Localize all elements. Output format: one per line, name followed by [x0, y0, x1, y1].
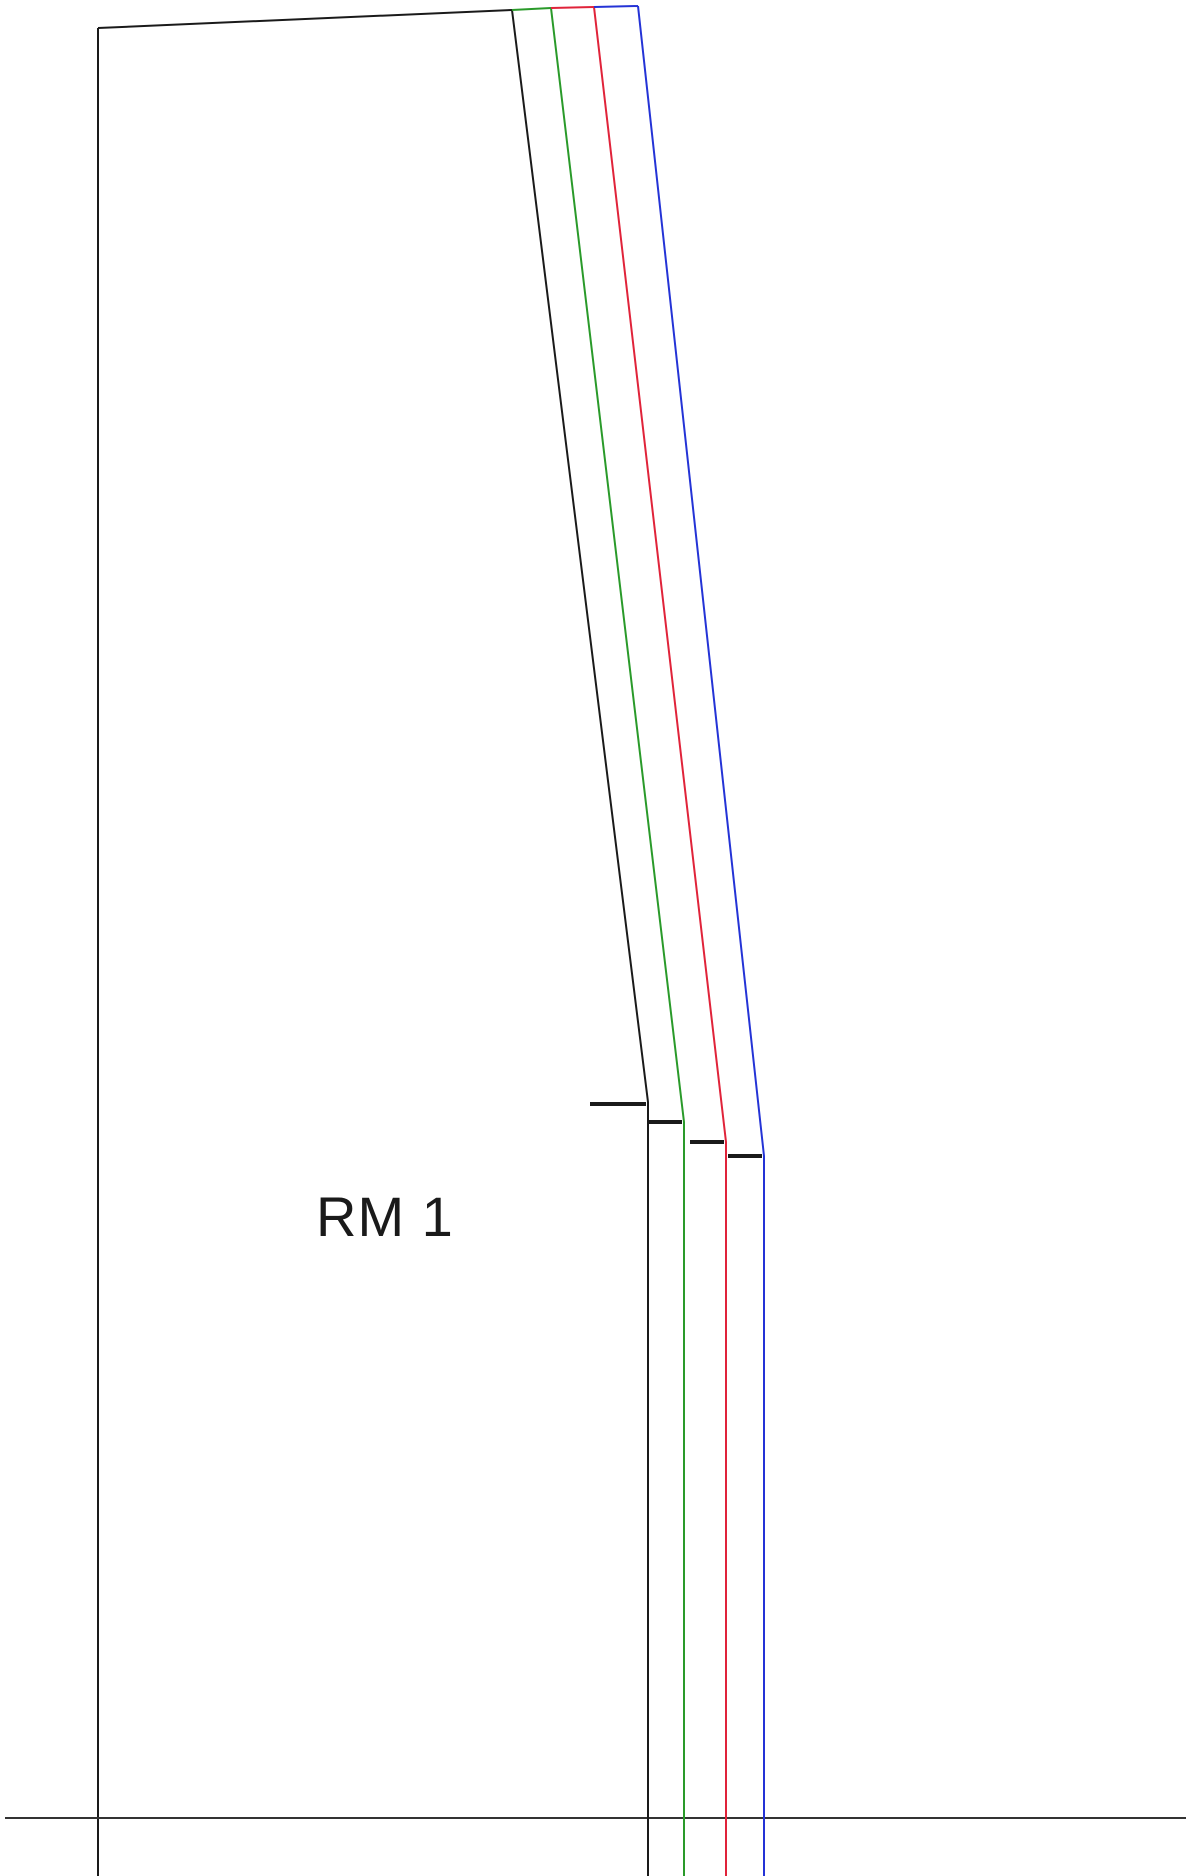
notch-marks — [590, 1102, 762, 1158]
top-grade-connectors — [511, 5, 639, 11]
graded-side-seams — [511, 5, 765, 1876]
side-seam-size-2 — [550, 7, 685, 1876]
pattern-top-edge — [97, 9, 513, 29]
top-connector-size-2 — [511, 7, 552, 11]
top-connector-size-3 — [550, 6, 595, 9]
side-seam-base — [511, 9, 649, 1876]
piece-label: RM 1 — [316, 1185, 454, 1248]
side-seam-size-4 — [637, 5, 765, 1876]
side-seam-size-3 — [593, 6, 727, 1876]
top-connector-size-4 — [593, 5, 639, 8]
